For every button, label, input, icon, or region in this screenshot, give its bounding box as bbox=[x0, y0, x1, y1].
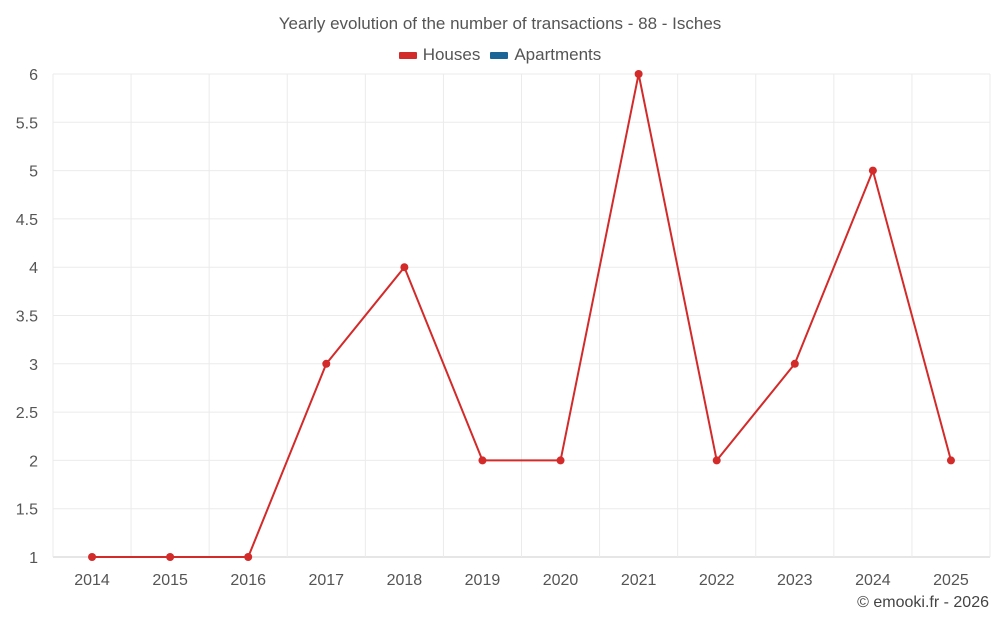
x-tick-label: 2020 bbox=[543, 572, 579, 589]
data-point-houses bbox=[478, 456, 487, 465]
x-tick-label: 2018 bbox=[387, 572, 423, 589]
y-tick-label: 3 bbox=[29, 357, 38, 374]
legend-swatch-houses bbox=[398, 51, 417, 59]
data-point-houses bbox=[88, 553, 97, 561]
data-point-houses bbox=[244, 553, 253, 561]
credit-text: © emooki.fr - 2026 bbox=[857, 594, 989, 611]
data-point-houses bbox=[868, 166, 877, 175]
legend-item-houses[interactable]: Houses bbox=[398, 45, 481, 65]
y-tick-label: 4 bbox=[29, 260, 38, 277]
y-tick-label: 4.5 bbox=[16, 212, 38, 229]
y-tick-label: 5 bbox=[29, 164, 38, 181]
y-tick-label: 3.5 bbox=[16, 309, 38, 326]
x-tick-label: 2025 bbox=[933, 572, 969, 589]
x-tick-label: 2022 bbox=[699, 572, 735, 589]
data-point-houses bbox=[322, 359, 331, 368]
x-tick-label: 2023 bbox=[777, 572, 813, 589]
legend-label-apartments: Apartments bbox=[514, 45, 602, 64]
y-tick-label: 2.5 bbox=[16, 405, 38, 422]
data-point-houses bbox=[166, 553, 175, 561]
y-tick-label: 1.5 bbox=[16, 502, 38, 519]
data-point-houses bbox=[790, 359, 799, 368]
data-point-houses bbox=[556, 456, 565, 465]
x-tick-label: 2019 bbox=[465, 572, 501, 589]
data-point-houses bbox=[712, 456, 721, 465]
data-point-houses bbox=[634, 70, 643, 78]
legend-item-apartments[interactable]: Apartments bbox=[490, 45, 601, 65]
x-tick-label: 2024 bbox=[855, 572, 891, 589]
chart-legend: Houses Apartments bbox=[0, 45, 1000, 65]
y-tick-label: 1 bbox=[29, 550, 38, 567]
y-tick-label: 2 bbox=[29, 453, 38, 470]
chart-title: Yearly evolution of the number of transa… bbox=[278, 14, 722, 33]
series-line-houses bbox=[92, 73, 952, 558]
legend-swatch-apartments bbox=[490, 51, 509, 59]
legend-label-houses: Houses bbox=[422, 45, 481, 64]
x-tick-label: 2015 bbox=[152, 572, 188, 589]
x-tick-label: 2021 bbox=[621, 572, 657, 589]
x-tick-label: 2014 bbox=[74, 572, 110, 589]
x-tick-label: 2016 bbox=[230, 572, 266, 589]
y-tick-label: 5.5 bbox=[16, 115, 38, 132]
x-tick-label: 2017 bbox=[308, 572, 344, 589]
data-point-houses bbox=[946, 456, 955, 465]
y-tick-label: 6 bbox=[29, 67, 38, 84]
data-point-houses bbox=[400, 263, 409, 272]
